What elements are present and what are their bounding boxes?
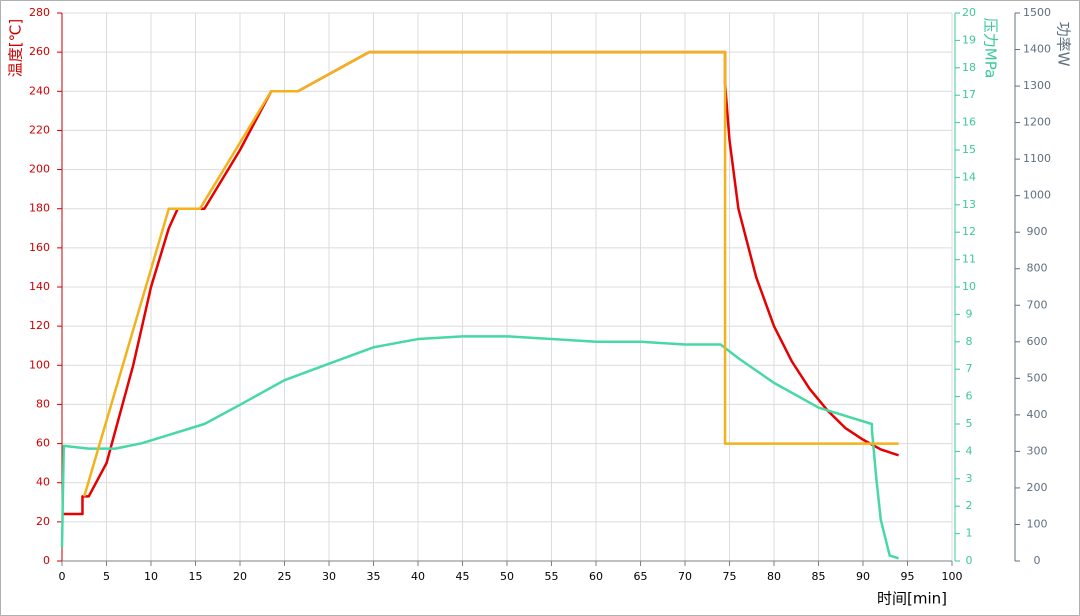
y2-tick-label: 18 [962,61,976,74]
y2-axis-label: 压力MPa [982,18,1000,79]
y-tick-label: 220 [29,123,50,136]
y3-tick-label: 500 [1027,371,1048,384]
y2-tick-label: 17 [962,88,976,101]
y2-tick-label: 6 [966,390,973,403]
y3-tick-label: 1300 [1023,79,1051,92]
y3-tick-label: 1000 [1023,189,1051,202]
y2-tick-label: 9 [966,307,973,320]
x-tick-label: 45 [456,570,470,583]
x-tick-label: 30 [322,570,336,583]
y2-tick-label: 13 [962,198,976,211]
y-axis-label: 温度[℃] [7,19,25,78]
y-tick-label: 20 [36,515,50,528]
x-tick-label: 70 [678,570,692,583]
x-tick-label: 15 [189,570,203,583]
x-tick-label: 5 [103,570,110,583]
y2-tick-label: 7 [966,362,973,375]
series-line [83,50,899,497]
y2-tick-label: 14 [962,170,976,183]
x-tick-label: 20 [233,570,247,583]
y3-tick-label: 300 [1027,444,1048,457]
y3-tick-label: 1200 [1023,116,1051,129]
x-tick-label: 50 [500,570,514,583]
x-tick-label: 75 [723,570,737,583]
y2-tick-label: 2 [966,499,973,512]
x-tick-label: 0 [59,570,66,583]
y2-tick-label: 11 [962,253,976,266]
y-tick-label: 240 [29,84,50,97]
y-tick-label: 80 [36,397,50,410]
y2-tick-label: 16 [962,116,976,129]
series-line [60,335,899,560]
y-tick-label: 100 [29,358,50,371]
y3-tick-label: 1400 [1023,43,1051,56]
y3-tick-label: 1500 [1023,6,1051,19]
x-tick-label: 65 [634,570,648,583]
y-tick-label: 60 [36,437,50,450]
x-tick-label: 40 [411,570,425,583]
y2-tick-label: 4 [966,444,973,457]
x-tick-label: 100 [942,570,963,583]
x-tick-label: 80 [767,570,781,583]
y3-tick-label: 100 [1027,517,1048,530]
y2-tick-label: 5 [966,417,973,430]
y3-tick-label: 600 [1027,335,1048,348]
y-tick-label: 200 [29,163,50,176]
y-tick-label: 120 [29,319,50,332]
y-tick-label: 0 [43,554,50,567]
x-tick-label: 10 [144,570,158,583]
x-tick-label: 25 [278,570,292,583]
x-axis-label: 时间[min] [877,590,947,608]
x-tick-label: 60 [589,570,603,583]
y2-tick-label: 1 [966,527,973,540]
y3-tick-label: 200 [1027,481,1048,494]
x-tick-label: 85 [812,570,826,583]
y3-tick-label: 800 [1027,262,1048,275]
y3-tick-label: 1100 [1023,152,1051,165]
y3-tick-label: 900 [1027,225,1048,238]
y-tick-label: 40 [36,476,50,489]
y2-tick-label: 3 [966,472,973,485]
y-tick-label: 160 [29,241,50,254]
x-tick-label: 90 [856,570,870,583]
y-tick-label: 180 [29,202,50,215]
y2-tick-label: 12 [962,225,976,238]
y2-tick-label: 8 [966,335,973,348]
y3-tick-label: 700 [1027,298,1048,311]
y2-tick-label: 15 [962,143,976,156]
y3-axis-label: 功率W [1055,22,1073,67]
y3-tick-label: 0 [1034,554,1041,567]
x-tick-label: 35 [367,570,381,583]
y2-tick-label: 10 [962,280,976,293]
x-tick-label: 55 [545,570,559,583]
y-tick-label: 140 [29,280,50,293]
y-tick-label: 260 [29,45,50,58]
y2-tick-label: 19 [962,33,976,46]
y2-tick-label: 20 [962,6,976,19]
y2-tick-label: 0 [966,554,973,567]
y3-tick-label: 400 [1027,408,1048,421]
y-tick-label: 280 [29,6,50,19]
x-tick-label: 95 [901,570,915,583]
